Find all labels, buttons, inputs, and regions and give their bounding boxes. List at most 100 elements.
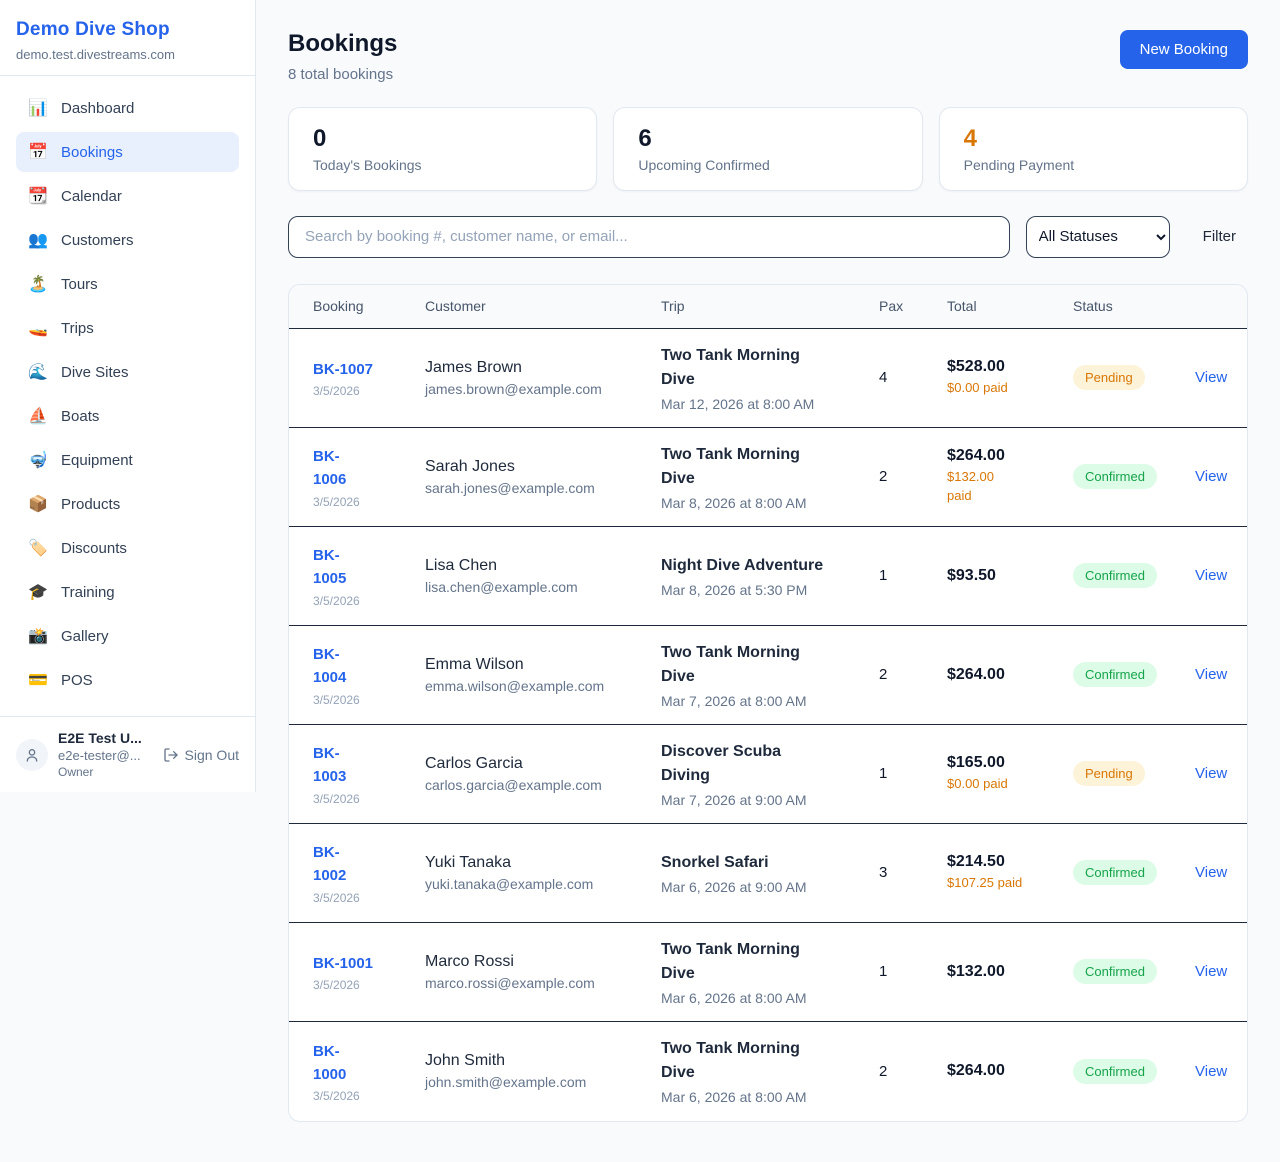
customer-name: Marco Rossi bbox=[425, 952, 514, 970]
stats-row: 0 Today's Bookings 6 Upcoming Confirmed … bbox=[288, 107, 1248, 191]
sidebar-item-label: Trips bbox=[61, 319, 94, 337]
status-badge: Confirmed bbox=[1073, 563, 1157, 589]
customer-cell: James Brown james.brown@example.com bbox=[425, 359, 637, 397]
view-link[interactable]: View bbox=[1195, 369, 1228, 387]
discounts-icon: 🏷️ bbox=[28, 540, 48, 557]
page-title-block: Bookings 8 total bookings bbox=[288, 30, 397, 83]
products-icon: 📦 bbox=[28, 496, 48, 513]
search-input[interactable] bbox=[288, 215, 1010, 258]
stat-value: 4 bbox=[963, 125, 978, 152]
column-header-pax: Pax bbox=[879, 298, 904, 315]
sidebar-item-training[interactable]: 🎓 Training bbox=[16, 572, 239, 612]
user-section: E2E Test U... e2e-tester@... Owner Sign … bbox=[0, 716, 255, 792]
trip-datetime: Mar 8, 2026 at 8:00 AM bbox=[661, 494, 807, 511]
booking-id-link[interactable]: BK-1001 bbox=[313, 954, 374, 972]
status-cell: Confirmed bbox=[1073, 464, 1171, 490]
booking-id-link[interactable]: BK-1007 bbox=[313, 360, 374, 378]
pax-count: 2 bbox=[879, 468, 888, 486]
booking-cell: BK- 1003 3/5/2026 bbox=[313, 742, 401, 806]
trip-cell: Night Dive Adventure Mar 8, 2026 at 5:30… bbox=[661, 554, 855, 598]
pax-count: 2 bbox=[879, 1062, 888, 1080]
sidebar-item-boats[interactable]: ⛵ Boats bbox=[16, 396, 239, 436]
view-link[interactable]: View bbox=[1195, 666, 1228, 684]
customer-email: carlos.garcia@example.com bbox=[425, 776, 602, 793]
trip-datetime: Mar 7, 2026 at 9:00 AM bbox=[661, 791, 807, 808]
trip-datetime: Mar 6, 2026 at 8:00 AM bbox=[661, 1089, 807, 1106]
view-link[interactable]: View bbox=[1195, 1062, 1228, 1080]
sidebar-item-bookings[interactable]: 📅 Bookings bbox=[16, 132, 239, 172]
pax-count: 1 bbox=[879, 567, 888, 585]
status-badge: Pending bbox=[1073, 761, 1145, 787]
booking-id-link[interactable]: BK- 1004 bbox=[313, 646, 347, 687]
status-filter-select[interactable]: All Statuses bbox=[1025, 215, 1170, 258]
booking-cell: BK-1001 3/5/2026 bbox=[313, 952, 401, 992]
customer-cell: Sarah Jones sarah.jones@example.com bbox=[425, 458, 637, 496]
booking-id-link[interactable]: BK- 1000 bbox=[313, 1042, 347, 1083]
sign-out-button[interactable]: Sign Out bbox=[163, 747, 239, 763]
trip-name: Snorkel Safari bbox=[661, 853, 769, 871]
booking-cell: BK-1007 3/5/2026 bbox=[313, 358, 401, 398]
sidebar-item-label: Training bbox=[61, 583, 115, 601]
status-badge: Confirmed bbox=[1073, 1058, 1157, 1084]
status-badge: Confirmed bbox=[1073, 959, 1157, 985]
pax-count: 1 bbox=[879, 765, 888, 783]
booking-id-link[interactable]: BK- 1006 bbox=[313, 448, 347, 489]
customer-name: Carlos Garcia bbox=[425, 754, 523, 772]
view-link[interactable]: View bbox=[1195, 468, 1228, 486]
booking-date: 3/5/2026 bbox=[313, 692, 360, 707]
trip-cell: Two Tank Morning Dive Mar 6, 2026 at 8:0… bbox=[661, 938, 855, 1006]
booking-id-link[interactable]: BK- 1002 bbox=[313, 844, 347, 885]
sidebar-item-products[interactable]: 📦 Products bbox=[16, 484, 239, 524]
sidebar-item-label: Calendar bbox=[61, 187, 122, 205]
total-amount: $132.00 bbox=[947, 962, 1005, 980]
column-header-status: Status bbox=[1073, 298, 1113, 315]
table-row: BK-1007 3/5/2026 James Brown james.brown… bbox=[289, 329, 1247, 428]
shop-domain: demo.test.divestreams.com bbox=[16, 47, 175, 62]
status-cell: Confirmed bbox=[1073, 563, 1171, 589]
sidebar-item-discounts[interactable]: 🏷️ Discounts bbox=[16, 528, 239, 568]
trip-name: Two Tank Morning Dive bbox=[661, 445, 800, 487]
booking-cell: BK- 1006 3/5/2026 bbox=[313, 445, 401, 509]
sidebar-item-pos[interactable]: 💳 POS bbox=[16, 660, 239, 700]
booking-id-link[interactable]: BK- 1003 bbox=[313, 745, 347, 786]
sidebar-item-customers[interactable]: 👥 Customers bbox=[16, 220, 239, 260]
avatar bbox=[16, 738, 48, 771]
view-link[interactable]: View bbox=[1195, 864, 1228, 882]
sidebar-item-dashboard[interactable]: 📊 Dashboard bbox=[16, 88, 239, 128]
booking-id-link[interactable]: BK- 1005 bbox=[313, 547, 347, 588]
sidebar-item-dive-sites[interactable]: 🌊 Dive Sites bbox=[16, 352, 239, 392]
sidebar-item-trips[interactable]: 🚤 Trips bbox=[16, 308, 239, 348]
sidebar-item-equipment[interactable]: 🤿 Equipment bbox=[16, 440, 239, 480]
stat-value: 0 bbox=[313, 125, 327, 152]
status-badge: Confirmed bbox=[1073, 662, 1157, 688]
booking-cell: BK- 1004 3/5/2026 bbox=[313, 643, 401, 707]
status-cell: Confirmed bbox=[1073, 662, 1171, 688]
view-link[interactable]: View bbox=[1195, 567, 1228, 585]
shop-name: Demo Dive Shop bbox=[16, 19, 170, 40]
gallery-icon: 📸 bbox=[28, 628, 48, 645]
sidebar-item-gallery[interactable]: 📸 Gallery bbox=[16, 616, 239, 656]
status-cell: Confirmed bbox=[1073, 959, 1171, 985]
trip-cell: Two Tank Morning Dive Mar 12, 2026 at 8:… bbox=[661, 344, 855, 412]
view-link[interactable]: View bbox=[1195, 963, 1228, 981]
trip-name: Two Tank Morning Dive bbox=[661, 643, 800, 685]
filter-button[interactable]: Filter bbox=[1202, 228, 1236, 246]
sidebar-item-tours[interactable]: 🏝️ Tours bbox=[16, 264, 239, 304]
table-row: BK- 1006 3/5/2026 Sarah Jones sarah.jone… bbox=[289, 428, 1247, 527]
view-link[interactable]: View bbox=[1195, 765, 1228, 783]
customer-name: Sarah Jones bbox=[425, 457, 515, 475]
trip-name: Two Tank Morning Dive bbox=[661, 346, 800, 388]
stat-label: Today's Bookings bbox=[313, 156, 422, 173]
status-cell: Confirmed bbox=[1073, 860, 1171, 886]
new-booking-button[interactable]: New Booking bbox=[1119, 30, 1248, 69]
trip-name: Two Tank Morning Dive bbox=[661, 1040, 800, 1082]
trip-datetime: Mar 12, 2026 at 8:00 AM bbox=[661, 395, 815, 412]
paid-amount: $107.25 paid bbox=[947, 874, 1023, 890]
table-body: BK-1007 3/5/2026 James Brown james.brown… bbox=[289, 329, 1247, 1121]
stat-card-todays-bookings: 0 Today's Bookings bbox=[288, 107, 598, 191]
customer-email: john.smith@example.com bbox=[425, 1074, 587, 1091]
sidebar-item-calendar[interactable]: 📆 Calendar bbox=[16, 176, 239, 216]
sidebar-item-label: Boats bbox=[61, 407, 100, 425]
boats-icon: ⛵ bbox=[28, 408, 48, 425]
